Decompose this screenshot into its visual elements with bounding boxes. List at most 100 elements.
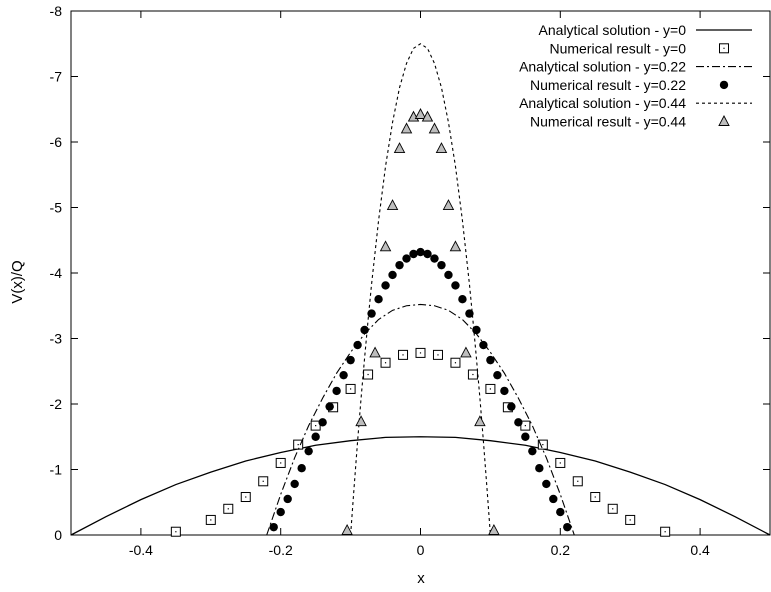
y-tick-label: -7 [50, 69, 63, 85]
data-point [276, 507, 285, 517]
data-point [500, 386, 509, 396]
data-point [625, 514, 636, 525]
data-point [258, 476, 269, 487]
data-point [460, 346, 472, 358]
data-point [325, 402, 334, 411]
data-point [556, 507, 565, 517]
data-point [339, 370, 348, 380]
data-point [449, 240, 462, 252]
data-point [514, 418, 523, 427]
data-point [369, 346, 381, 358]
legend-label: Numerical result - y=0 [549, 40, 686, 56]
y-tick-label: -2 [50, 396, 63, 412]
data-point [421, 110, 434, 122]
data-point [542, 479, 551, 489]
y-tick-label: -8 [50, 3, 63, 19]
legend-label: Analytical solution - y=0 [539, 22, 687, 38]
data-point [381, 281, 390, 290]
data-point [479, 340, 488, 350]
series-2 [266, 303, 575, 536]
data-point [388, 270, 397, 280]
data-point [590, 492, 601, 503]
data-point [485, 383, 496, 394]
legend-item: Numerical result - y=0 [549, 40, 729, 56]
data-point [355, 415, 367, 427]
x-tick-label: 0.2 [551, 542, 571, 558]
legend-item: Analytical solution - y=0 [539, 22, 752, 38]
data-point [430, 254, 439, 263]
data-point [493, 370, 502, 380]
series-0 [70, 436, 771, 536]
data-point [345, 383, 356, 394]
legend-item: Analytical solution - y=0.44 [519, 95, 752, 111]
y-axis-label: V(x)/Q [9, 260, 26, 303]
data-point [428, 122, 441, 134]
data-point [442, 199, 455, 210]
data-point [275, 457, 286, 468]
data-point [363, 369, 374, 380]
legend-marker-sample [719, 80, 729, 90]
legend-label: Numerical result - y=0.22 [530, 77, 686, 93]
data-point [393, 142, 406, 154]
data-point [555, 457, 566, 468]
data-point [380, 357, 391, 368]
data-point [451, 281, 460, 290]
x-tick-label: 0 [417, 542, 425, 558]
legend: Analytical solution - y=0 Numerical resul… [519, 22, 752, 130]
y-tick-label: -4 [50, 265, 63, 281]
data-point [205, 514, 216, 525]
data-point [414, 108, 427, 119]
legend-item: Numerical result - y=0.22 [530, 77, 729, 93]
data-point [170, 526, 181, 537]
legend-marker-sample [719, 43, 729, 54]
x-tick-label: -0.2 [269, 542, 293, 558]
data-point [467, 369, 478, 380]
data-point [346, 355, 355, 365]
data-point [486, 355, 495, 365]
data-point [607, 503, 618, 514]
y-tick-label: -3 [50, 331, 63, 347]
data-point [507, 402, 516, 411]
data-point [521, 432, 530, 441]
legend-label: Analytical solution - y=0.44 [519, 95, 686, 111]
data-point [416, 247, 425, 257]
data-point [379, 240, 392, 252]
series-line [266, 303, 575, 536]
data-point [223, 503, 234, 514]
data-point [398, 349, 409, 360]
data-point [450, 357, 461, 368]
data-point [400, 122, 413, 134]
data-point [386, 199, 399, 210]
series-1 [170, 347, 671, 537]
data-point [472, 325, 481, 335]
data-point [311, 432, 320, 441]
series-layer [70, 43, 771, 537]
data-point [528, 446, 537, 456]
tick-labels: -0.4 -0.2 0 0.2 0.4 0 -1 -2 -3 -4 -5 -6 -7 -8 [50, 3, 710, 558]
legend-label: Analytical solution - y=0.22 [519, 59, 686, 75]
legend-marker-sample [718, 115, 730, 126]
data-point [283, 494, 292, 504]
data-point [435, 142, 448, 154]
data-point [269, 522, 278, 532]
series-line [70, 436, 771, 536]
data-point [409, 249, 418, 259]
series-4 [350, 43, 491, 536]
data-point [444, 270, 453, 280]
data-point [341, 523, 353, 535]
data-point [535, 463, 544, 473]
data-point [660, 526, 671, 537]
data-point [432, 349, 443, 360]
data-point [563, 522, 572, 532]
y-tick-label: -6 [50, 134, 63, 150]
data-point [423, 249, 432, 259]
data-point [332, 386, 341, 396]
y-tick-label: 0 [54, 527, 62, 543]
data-point [240, 492, 251, 503]
data-point [549, 494, 558, 504]
series-5 [341, 108, 500, 535]
x-tick-label: -0.4 [129, 542, 153, 558]
legend-item: Analytical solution - y=0.22 [519, 59, 752, 75]
data-point [402, 254, 411, 263]
